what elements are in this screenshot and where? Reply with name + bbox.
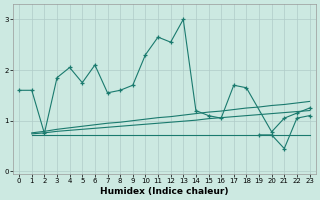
X-axis label: Humidex (Indice chaleur): Humidex (Indice chaleur) bbox=[100, 187, 228, 196]
